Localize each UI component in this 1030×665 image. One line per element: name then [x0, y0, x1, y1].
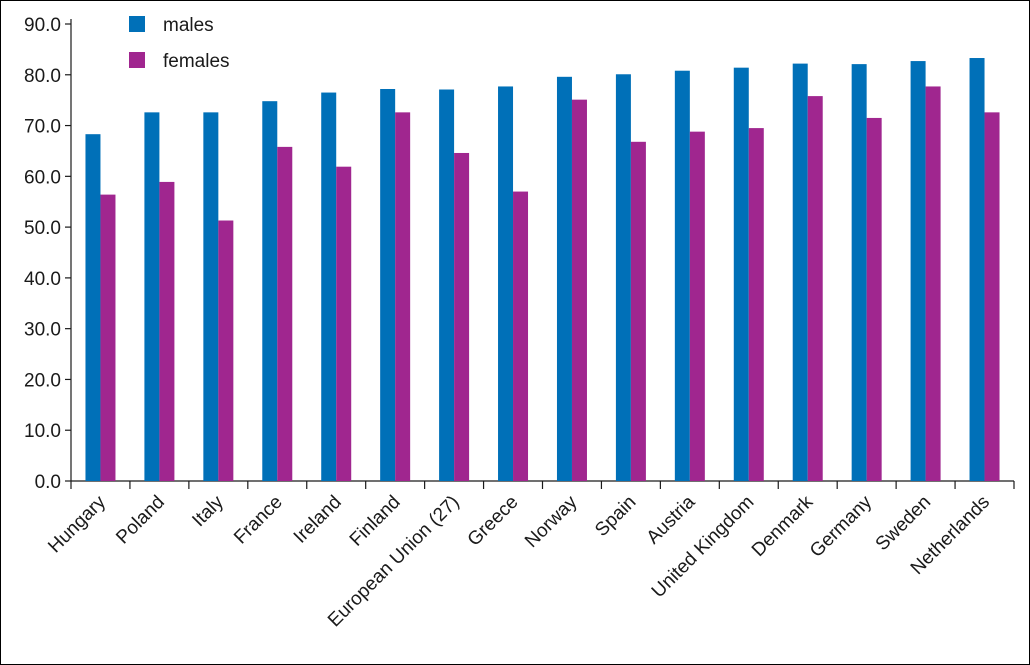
bar-females: [925, 86, 941, 481]
x-category-label: Denmark: [748, 491, 818, 561]
bar-females: [748, 128, 764, 481]
bar-males: [203, 112, 219, 481]
y-tick-label: 90.0: [24, 15, 61, 36]
bar-females: [336, 166, 352, 482]
x-category-label: Greece: [464, 492, 523, 551]
y-tick-label: 20.0: [24, 370, 61, 391]
x-category-label: Germany: [806, 491, 876, 561]
bar-males: [615, 74, 631, 482]
y-tick-label: 80.0: [24, 66, 61, 87]
bar-males: [792, 63, 808, 482]
y-tick-label: 40.0: [24, 269, 61, 290]
y-tick-label: 50.0: [24, 218, 61, 239]
x-category-label: Finland: [346, 492, 405, 551]
y-axis: 0.0 10.0 20.0 30.0 40.0 50.0 60.0 70.0 80.0 90.0: [24, 15, 72, 493]
x-category-label: Italy: [188, 491, 228, 531]
bar-females: [984, 112, 1000, 481]
y-tick-label: 70.0: [24, 117, 61, 138]
x-axis: Hungary Poland Italy France Ireland FinlandEu…: [44, 480, 1015, 631]
bar-females: [807, 96, 823, 482]
legend-label-males: males: [163, 15, 214, 36]
bar-males: [556, 76, 572, 481]
y-tick-label: 10.0: [24, 421, 61, 442]
bar-males: [674, 70, 690, 482]
bars: [85, 58, 1000, 482]
bar-females: [454, 152, 470, 481]
bar-females: [395, 112, 411, 481]
y-tick-label: 30.0: [24, 320, 61, 341]
bar-males: [262, 101, 278, 481]
bar-females: [277, 146, 293, 482]
bar-males: [910, 61, 926, 481]
y-tick-label: 60.0: [24, 167, 61, 188]
x-category-label: Spain: [591, 492, 640, 541]
x-category-label: Norway: [521, 491, 582, 552]
legend: males females: [129, 15, 230, 72]
bar-males: [85, 134, 101, 481]
bar-males: [380, 88, 396, 482]
bar-males: [144, 112, 160, 481]
x-category-label: Hungary: [44, 491, 110, 557]
legend-label-females: females: [163, 51, 230, 72]
y-tick-label: 0.0: [35, 472, 61, 493]
bar-males: [321, 92, 337, 482]
bar-females: [159, 181, 175, 481]
bar-females: [218, 220, 234, 481]
bar-females: [689, 131, 705, 481]
bar-males: [498, 86, 514, 481]
x-category-label: Poland: [112, 492, 169, 549]
bar-males: [969, 58, 985, 481]
bar-females: [513, 191, 529, 482]
bar-females: [571, 99, 587, 482]
bar-females: [630, 141, 646, 481]
x-category-label: United Kingdom: [648, 492, 758, 602]
x-category-label: Ireland: [290, 492, 346, 548]
bar-females: [866, 117, 882, 481]
legend-swatch-females: [129, 52, 145, 68]
bar-females: [100, 194, 116, 481]
bar-males: [439, 89, 455, 482]
legend-swatch-males: [129, 16, 145, 32]
x-category-label: Austria: [643, 491, 700, 548]
bar-males: [733, 67, 749, 482]
bar-males: [851, 64, 867, 481]
x-category-label: France: [230, 492, 287, 549]
